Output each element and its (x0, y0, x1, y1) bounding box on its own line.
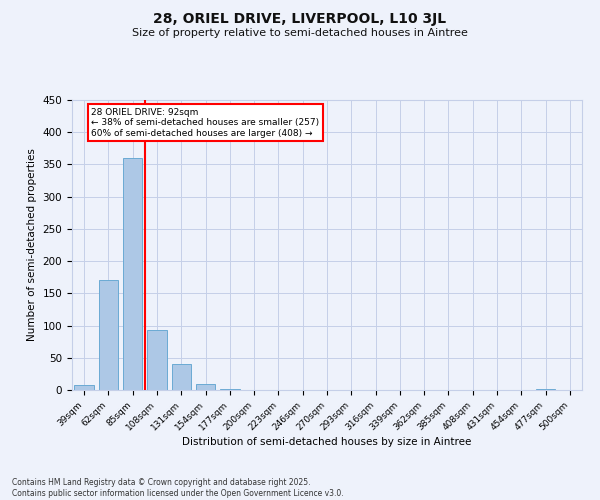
Text: 28 ORIEL DRIVE: 92sqm
← 38% of semi-detached houses are smaller (257)
60% of sem: 28 ORIEL DRIVE: 92sqm ← 38% of semi-deta… (91, 108, 320, 138)
Bar (196, 384, 215, 390)
Text: Size of property relative to semi-detached houses in Aintree: Size of property relative to semi-detach… (132, 28, 468, 38)
X-axis label: Distribution of semi-detached houses by size in Aintree: Distribution of semi-detached houses by … (182, 438, 472, 448)
Bar (99, 280, 118, 390)
Text: 28, ORIEL DRIVE, LIVERPOOL, L10 3JL: 28, ORIEL DRIVE, LIVERPOOL, L10 3JL (154, 12, 446, 26)
Bar (74, 386, 94, 390)
Bar (172, 364, 191, 390)
Bar (536, 388, 555, 390)
Text: Contains HM Land Registry data © Crown copyright and database right 2025.
Contai: Contains HM Land Registry data © Crown c… (12, 478, 344, 498)
Bar (123, 158, 142, 390)
Bar (147, 330, 167, 390)
Bar (220, 388, 239, 390)
Y-axis label: Number of semi-detached properties: Number of semi-detached properties (27, 148, 37, 342)
